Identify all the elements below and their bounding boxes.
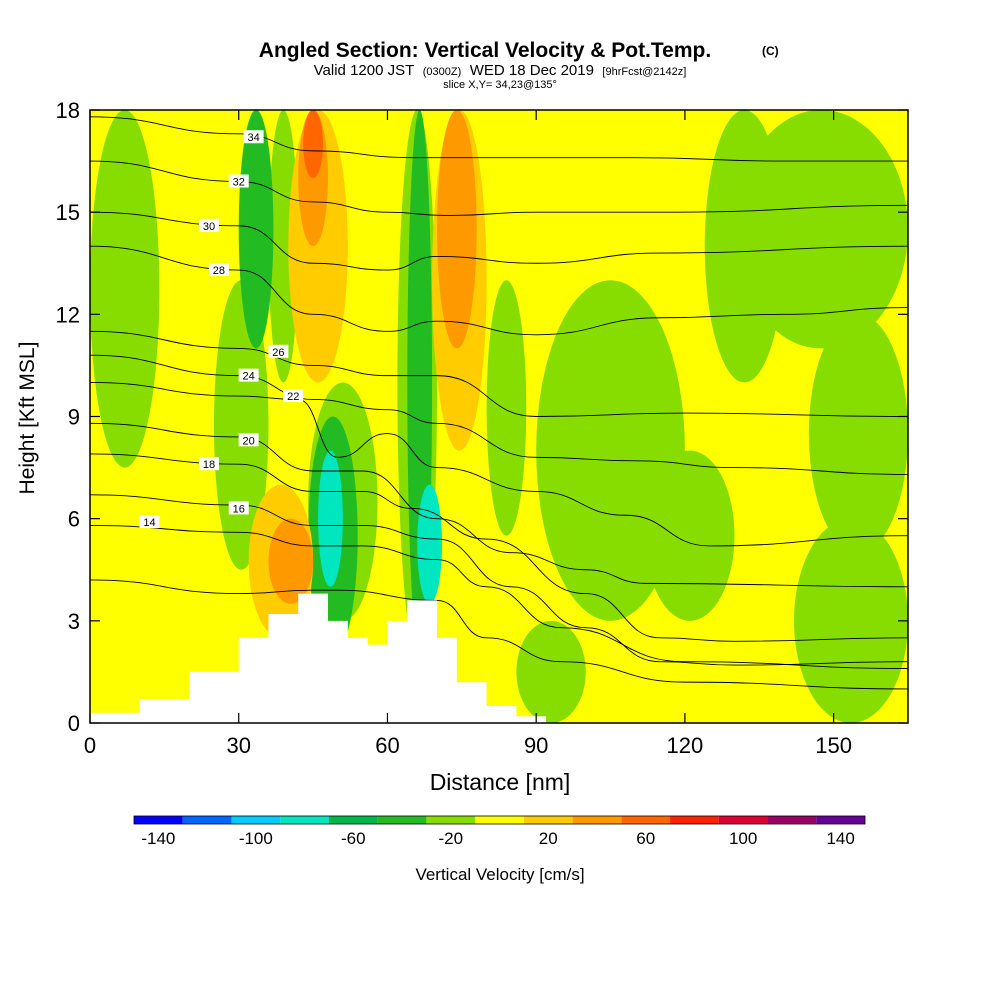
- x-tick-label-0: 0: [84, 733, 96, 758]
- colorbar-tick-label--140: -140: [141, 829, 175, 848]
- downdraft-region-9: [417, 484, 442, 604]
- chart-subtitle: Valid 1200 JST (0300Z) WED 18 Dec 2019 […: [314, 62, 687, 79]
- theta-contour-16: [90, 494, 908, 666]
- contour-label-16: 16: [233, 503, 245, 515]
- contour-label-box-24: [238, 368, 259, 382]
- colorbar-tick-label--60: -60: [341, 829, 366, 848]
- y-tick-label-0: 0: [68, 711, 80, 736]
- theta-contour-30: [90, 211, 908, 271]
- contour-label-box-30: [198, 218, 219, 232]
- contour-label-34: 34: [247, 132, 259, 144]
- subtitle-date: WED 18 Dec 2019: [470, 62, 594, 79]
- contour-label-box-28: [208, 263, 229, 277]
- subtitle-valid-time: Valid 1200 JST: [314, 62, 415, 79]
- colorbar-swatch-9: [572, 816, 622, 824]
- contour-label-box-16: [228, 501, 249, 515]
- colorbar: -140 -100 -60 -20 20 60 100 140: [133, 815, 866, 848]
- x-axis-label: Distance [nm]: [430, 769, 571, 795]
- contour-label-14: 14: [143, 517, 155, 529]
- x-tick-label-150: 150: [815, 733, 852, 758]
- x-axis: 0 30 60 90 120 150: [84, 110, 852, 758]
- theta-contour-18: [90, 453, 908, 642]
- updraft-region-22: [303, 110, 324, 179]
- theta-contour-14: [90, 525, 908, 669]
- y-tick-label-15: 15: [56, 200, 80, 225]
- colorbar-tick-label-60: 60: [636, 829, 655, 848]
- colorbar-swatch-2: [231, 816, 281, 824]
- y-tick-label-6: 6: [68, 507, 80, 532]
- contour-label-18: 18: [203, 459, 215, 471]
- colorbar-swatch-3: [280, 816, 329, 824]
- y-axis: 0 3 6 9 12 15 18: [56, 98, 908, 736]
- contour-label-28: 28: [213, 265, 225, 277]
- chart-title: Angled Section: Vertical Velocity & Pot.…: [259, 39, 711, 62]
- downdraft-region-2: [268, 110, 299, 383]
- colorbar-tick-label-140: 140: [826, 829, 854, 848]
- theta-contour-26: [90, 330, 908, 417]
- contour-label-20: 20: [243, 435, 255, 447]
- contour-label-box-18: [198, 457, 219, 471]
- contour-label-box-26: [268, 344, 289, 358]
- downdraft-region-12: [516, 620, 586, 723]
- colorbar-tick-label-100: 100: [729, 829, 757, 848]
- contour-label-box-34: [243, 130, 264, 144]
- theta-contour-12: [90, 579, 908, 690]
- contour-labels: 14 16 18 20 22 24 26 28 30 32 34: [139, 130, 304, 529]
- contour-label-22: 22: [287, 391, 299, 403]
- downdraft-region-10: [486, 280, 527, 536]
- contour-label-box-32: [228, 174, 249, 188]
- updraft-region-24: [437, 110, 477, 349]
- x-tick-label-30: 30: [226, 733, 250, 758]
- theta-contour-22: [90, 381, 908, 547]
- y-tick-label-9: 9: [68, 405, 80, 430]
- colorbar-label: Vertical Velocity [cm/s]: [415, 865, 584, 884]
- chart-title-unit: (C): [762, 44, 779, 58]
- contour-label-box-20: [238, 433, 259, 447]
- x-tick-label-90: 90: [524, 733, 548, 758]
- colorbar-outline: [133, 815, 866, 825]
- downdraft-region-13: [645, 450, 735, 621]
- theta-contour-34: [90, 116, 908, 162]
- downdraft-region-16: [808, 314, 908, 553]
- colorbar-swatch-11: [670, 816, 719, 824]
- potential-temperature-contours: [90, 116, 908, 690]
- colorbar-swatch-4: [328, 816, 378, 824]
- x-tick-label-120: 120: [667, 733, 704, 758]
- colorbar-swatch-12: [718, 816, 768, 824]
- colorbar-swatch-8: [523, 816, 573, 824]
- downdraft-region-15: [793, 518, 908, 723]
- colorbar-swatch-10: [621, 816, 671, 824]
- contour-label-24: 24: [243, 371, 255, 383]
- x-tick-label-60: 60: [375, 733, 399, 758]
- y-tick-label-18: 18: [56, 98, 80, 123]
- y-axis-label: Height [Kft MSL]: [16, 342, 39, 495]
- downdraft-region-1: [213, 280, 269, 570]
- colorbar-tick-label--20: -20: [438, 829, 463, 848]
- downdraft-region-17: [734, 110, 908, 349]
- theta-contour-28: [90, 245, 908, 336]
- contour-label-box-22: [283, 389, 304, 403]
- contour-label-30: 30: [203, 221, 215, 233]
- y-tick-label-3: 3: [68, 609, 80, 634]
- terrain: [90, 593, 908, 723]
- colorbar-swatch-13: [767, 816, 817, 824]
- contour-label-box-14: [139, 515, 160, 529]
- colorbar-swatch-6: [426, 816, 476, 824]
- colorbar-swatch-5: [377, 816, 427, 824]
- colorbar-swatch-1: [182, 816, 232, 824]
- colorbar-tick-label-20: 20: [539, 829, 558, 848]
- colorbar-swatch-14: [816, 816, 865, 824]
- chart-slice-info: slice X,Y= 34,23@135°: [443, 79, 557, 91]
- downdraft-region-6: [318, 450, 343, 587]
- colorbar-tick-label--100: -100: [239, 829, 273, 848]
- contour-label-32: 32: [233, 177, 245, 189]
- subtitle-utc-time: (0300Z): [423, 66, 462, 78]
- downdraft-region-0: [90, 110, 160, 468]
- contour-label-26: 26: [272, 347, 284, 359]
- colorbar-swatch-0: [134, 816, 183, 824]
- y-tick-label-12: 12: [56, 302, 80, 327]
- subtitle-forecast: [9hrFcst@2142z]: [602, 66, 686, 78]
- colorbar-swatch-7: [475, 816, 524, 824]
